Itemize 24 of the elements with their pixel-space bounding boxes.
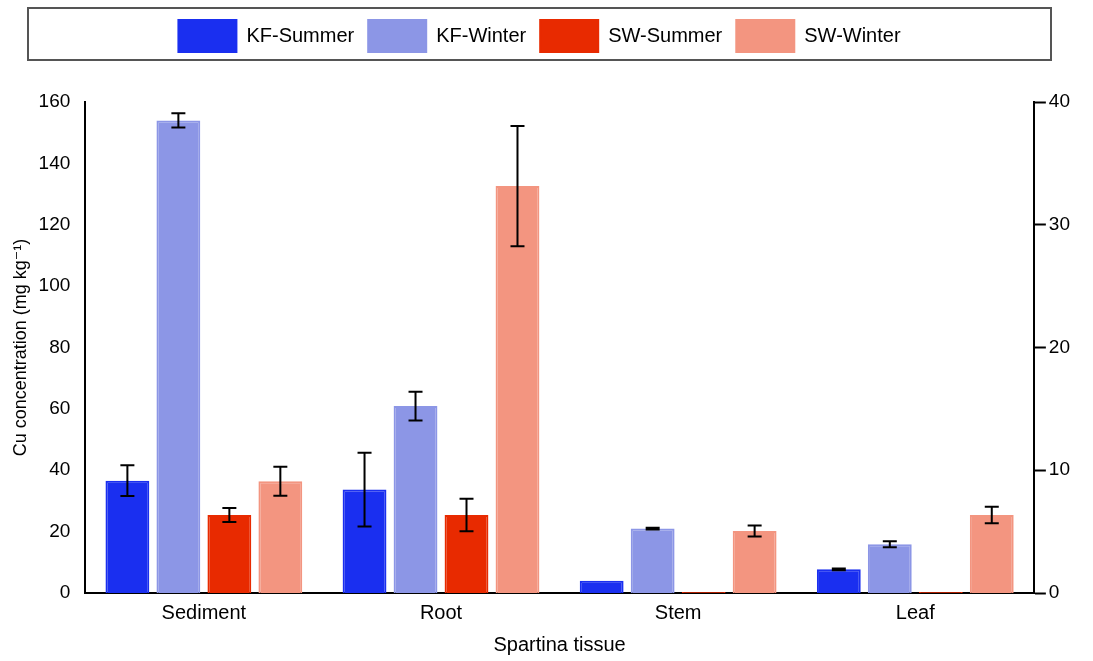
legend-label: SW-Winter	[804, 23, 901, 46]
legend-label: SW-Summer	[608, 23, 723, 46]
y-tick-label: 40	[49, 458, 71, 480]
y2-tick-label: 40	[1048, 90, 1071, 112]
legend-label: KF-Summer	[246, 23, 355, 46]
y-tick-label: 0	[59, 581, 71, 603]
x-tick-label: Root	[419, 600, 463, 623]
y-tick-label: 120	[38, 212, 71, 234]
y-tick-label: 60	[49, 397, 71, 419]
y-axis-title: Cu concentration (mg kg⁻¹)	[9, 238, 30, 457]
y-tick-label: 140	[38, 151, 71, 173]
y-tick-label: 160	[38, 90, 71, 112]
y2-tick-label: 30	[1048, 212, 1071, 234]
x-tick-label: Stem	[654, 600, 702, 623]
y-tick-label: 100	[38, 274, 71, 296]
y2-tick-label: 20	[1048, 335, 1071, 357]
y-tick-label: 80	[49, 335, 71, 357]
y2-tick-label: 10	[1048, 458, 1071, 480]
x-axis-title: Spartina tissue	[493, 632, 626, 655]
x-tick-label: Leaf	[895, 600, 936, 623]
y-tick-label: 20	[49, 519, 71, 541]
legend-label: KF-Winter	[436, 23, 527, 46]
x-tick-label: Sediment	[161, 600, 247, 623]
y2-tick-label: 0	[1048, 581, 1060, 603]
